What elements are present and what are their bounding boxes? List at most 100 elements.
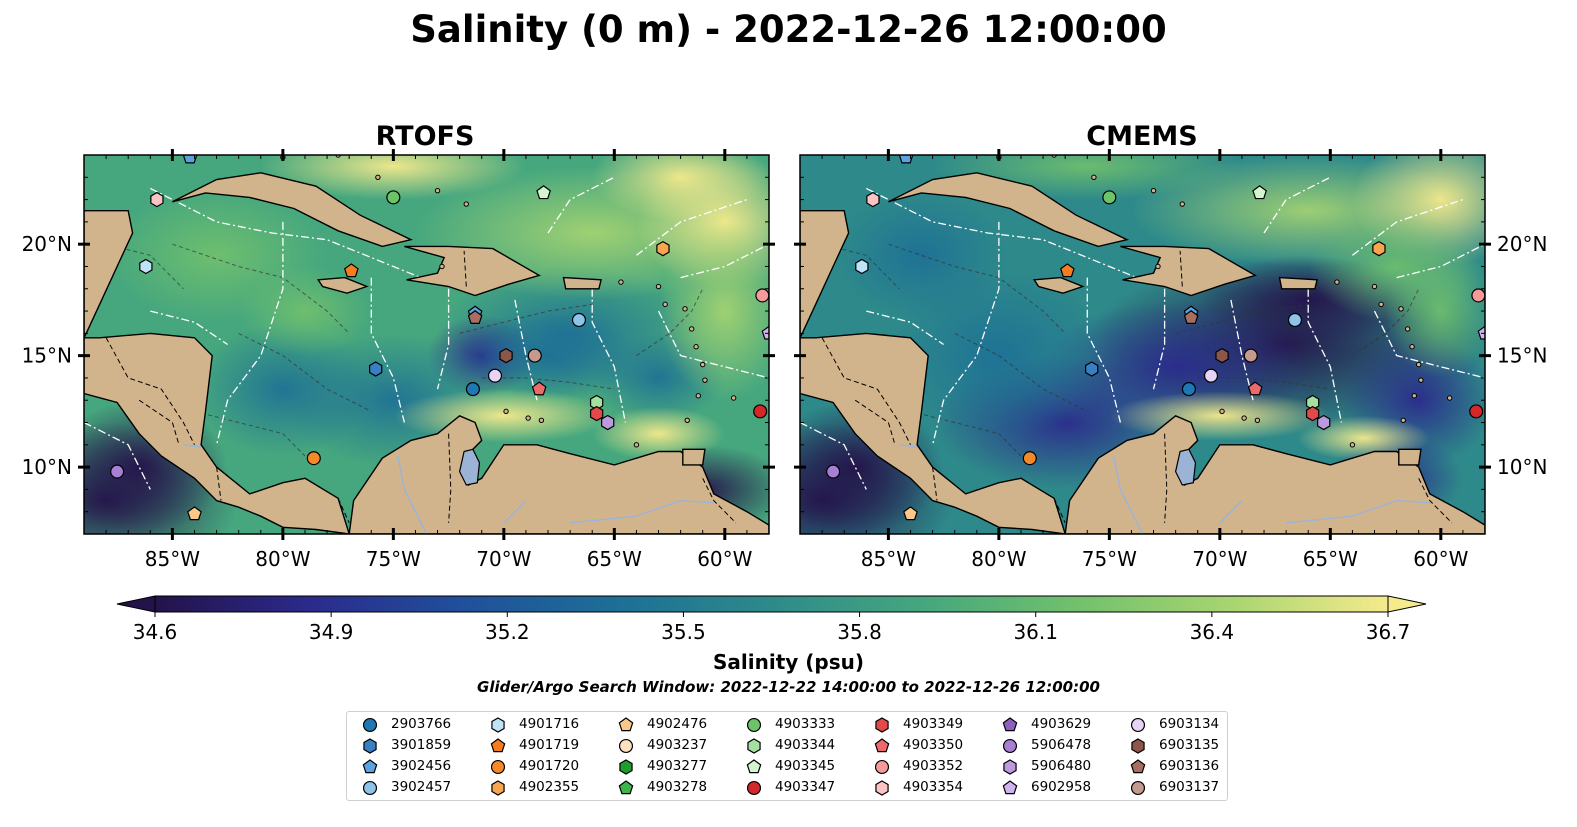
lon-tick-label: 80°W <box>971 547 1026 571</box>
salinity-anomaly <box>833 188 1010 323</box>
float-marker-6903135 <box>499 347 513 364</box>
colorbar-tick-label: 35.5 <box>661 620 706 644</box>
islet <box>688 326 695 332</box>
map-frame <box>799 154 1486 535</box>
islet <box>682 306 688 312</box>
legend-marker <box>1003 759 1017 775</box>
islet <box>1409 344 1415 350</box>
float-marker-6902958 <box>1477 325 1485 340</box>
eez-boundary <box>1307 288 1343 423</box>
land-central_am <box>84 332 350 534</box>
land-hispaniola <box>404 245 541 297</box>
islet <box>702 377 708 383</box>
colorbar-extend-max <box>1387 595 1427 613</box>
land-hispaniola <box>1120 245 1257 297</box>
float-marker-4903352 <box>1471 288 1485 303</box>
float-marker-4903347 <box>753 404 768 419</box>
legend-marker <box>1002 717 1018 732</box>
colorbar-tick-label: 35.2 <box>485 620 530 644</box>
river <box>397 455 428 534</box>
land-trinidad <box>1398 448 1422 466</box>
islet <box>1418 377 1424 383</box>
float-marker-4901719 <box>1060 263 1075 278</box>
float-marker-4903354 <box>866 191 880 208</box>
lat-tick-label: 10°N <box>1497 455 1547 479</box>
float-marker-4901720 <box>306 451 321 466</box>
float-marker-6903137 <box>527 348 542 363</box>
colorbar-gradient <box>154 595 1389 613</box>
legend-label: 4903277 <box>647 758 708 774</box>
legend-marker <box>362 780 378 796</box>
lat-tick-label: 20°N <box>22 232 72 256</box>
hexagon-marker-icon <box>875 780 889 796</box>
float-marker-3901859 <box>369 361 383 377</box>
circle-marker-icon <box>1130 780 1146 796</box>
float-marker-5906480 <box>1317 414 1331 431</box>
legend-label: 4903333 <box>775 716 836 732</box>
river <box>503 500 527 524</box>
salinity-anomaly <box>1297 415 1430 461</box>
float-marker-4901716 <box>855 258 869 275</box>
float-marker-2903766 <box>465 382 480 397</box>
legend-label: 3902456 <box>391 758 452 774</box>
circle-marker-icon <box>746 780 762 796</box>
legend-marker <box>1130 780 1146 796</box>
float-marker-4903350 <box>531 381 547 396</box>
hexagon-marker-icon <box>747 738 761 754</box>
river <box>183 444 202 448</box>
country-border <box>1164 433 1168 523</box>
float-marker-3901859 <box>1085 361 1099 377</box>
circle-marker-icon <box>618 738 634 754</box>
legend-label: 4901716 <box>519 716 580 732</box>
islet <box>1091 174 1097 180</box>
legend-marker <box>618 717 634 732</box>
float-legend: 2903766 3901859 3902456 3902457 4901716 49017… <box>346 711 1228 801</box>
float-marker-4903345 <box>536 185 551 200</box>
land-trinidad <box>682 448 706 466</box>
legend-label: 4901719 <box>519 737 580 753</box>
legend-marker <box>875 780 889 796</box>
lake-maracaibo <box>1174 448 1197 486</box>
islet <box>1155 263 1161 270</box>
pentagon-marker-icon <box>746 759 762 774</box>
legend-marker <box>1130 717 1146 733</box>
hexagon-marker-icon <box>363 738 377 754</box>
islet <box>463 201 469 207</box>
salinity-colorbar: 34.6 34.9 35.2 35.5 35.8 36.1 36.4 36.7 <box>116 595 1427 644</box>
river <box>570 499 714 524</box>
bathymetry-contour <box>481 377 615 390</box>
float-marker-4902476 <box>903 506 918 521</box>
legend-marker <box>1131 738 1145 754</box>
lon-tick-label: 60°W <box>1413 547 1468 571</box>
float-marker-4903354 <box>150 191 164 208</box>
circle-marker-icon <box>362 717 378 733</box>
river <box>1219 500 1243 524</box>
legend-marker <box>491 780 505 796</box>
float-marker-4903350 <box>1247 381 1263 396</box>
land-cuba <box>888 172 1130 248</box>
float-marker-3902457 <box>571 312 587 328</box>
float-marker-3902456 <box>898 155 914 164</box>
country-border <box>1053 498 1066 524</box>
float-marker-4903349 <box>1305 405 1320 422</box>
country-border <box>1179 250 1183 287</box>
country-border <box>448 433 452 523</box>
lon-tick-label: 80°W <box>255 547 310 571</box>
float-marker-5906480 <box>601 414 615 431</box>
legend-marker <box>746 780 762 796</box>
panel-title-rtofs: RTOFS <box>375 121 475 152</box>
country-border <box>1418 478 1453 524</box>
figure-title: Salinity (0 m) - 2022-12-26 12:00:00 <box>410 8 1167 51</box>
float-marker-3902456 <box>182 155 198 164</box>
salinity-anomaly <box>260 155 526 200</box>
legend-marker <box>362 759 378 774</box>
legend-label: 4903350 <box>903 737 964 753</box>
islet <box>1378 301 1384 308</box>
float-marker-6903134 <box>1203 368 1219 383</box>
land-puerto_rico <box>562 276 602 290</box>
float-marker-6902958 <box>761 325 769 340</box>
river <box>899 444 918 448</box>
bathymetry-contour <box>1175 303 1309 334</box>
legend-label: 4903354 <box>903 779 964 795</box>
